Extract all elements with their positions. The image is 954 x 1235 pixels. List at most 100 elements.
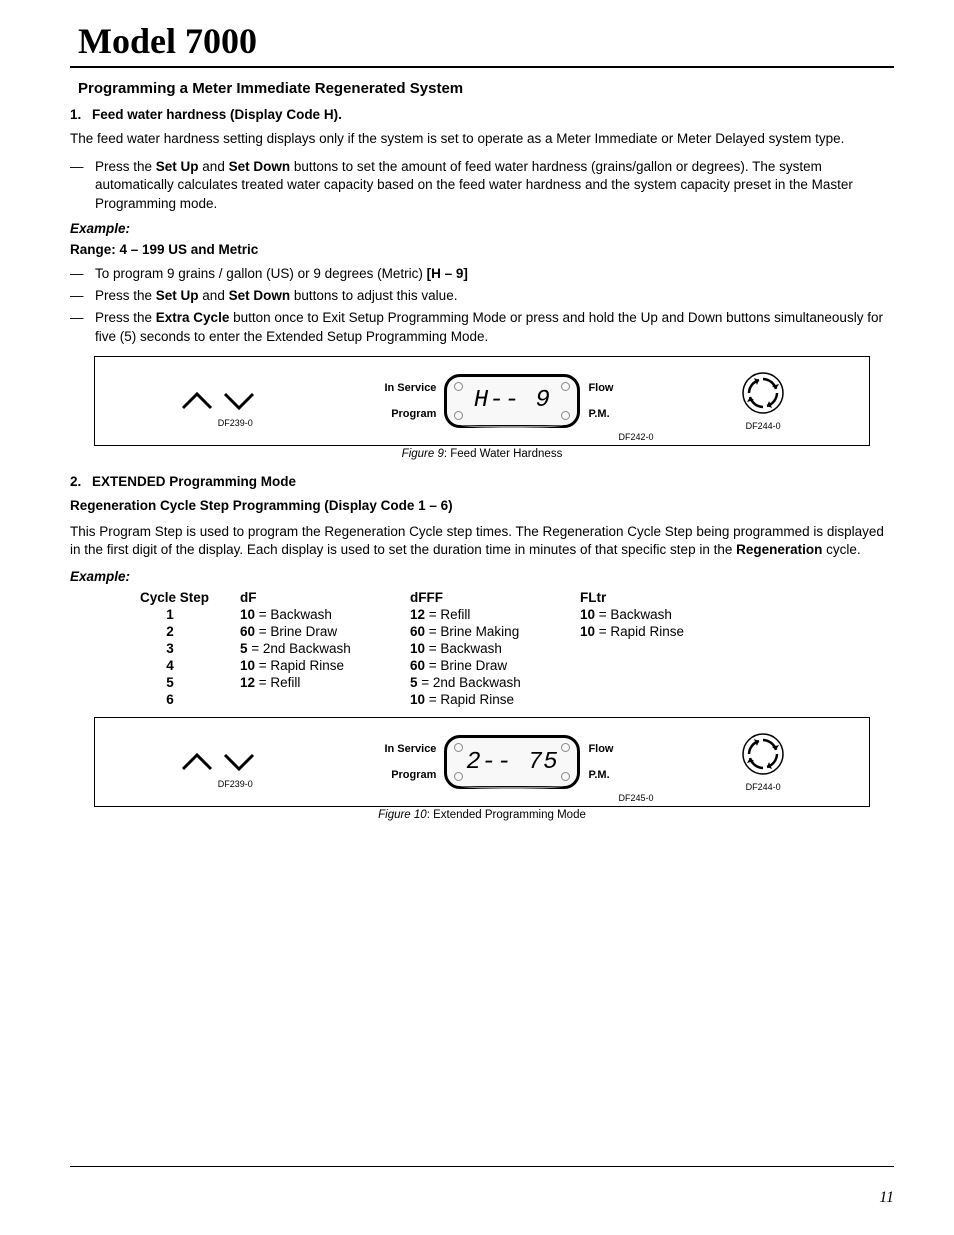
cell-step: 3 [140, 641, 240, 656]
arrow-buttons-group: DF239-0 [179, 386, 257, 416]
step1-dash-4: Press the Extra Cycle button once to Exi… [70, 309, 894, 345]
step1-title: Feed water hardness (Display Code H). [92, 107, 342, 122]
table-row: 260 = Brine Draw60 = Brine Making10 = Ra… [140, 624, 894, 639]
cell-step: 4 [140, 658, 240, 673]
table-row: 512 = Refill5 = 2nd Backwash [140, 675, 894, 690]
down-arrow-icon [221, 386, 257, 416]
cell-fltr [580, 692, 750, 707]
cell-step: 2 [140, 624, 240, 639]
cycle-icon [741, 732, 785, 776]
text: cycle. [822, 542, 860, 557]
step2-heading: 2.EXTENDED Programming Mode [70, 474, 894, 489]
code-label: [H – 9] [427, 266, 468, 281]
text: and [199, 288, 229, 303]
regeneration-label: Regeneration [736, 542, 822, 557]
step1-number: 1. [70, 107, 92, 122]
lcd-dot-icon [561, 772, 570, 781]
lcd-display-group: In Service Program H-- 9 Flow P.M. DF242… [384, 374, 613, 428]
cycle-icon [741, 371, 785, 415]
cell-dfff: 12 = Refill [410, 607, 580, 622]
lcd-frame: 2-- 75 [444, 735, 580, 789]
arrow-ref-label: DF239-0 [218, 779, 253, 789]
col-header-df: dF [240, 590, 410, 605]
col-header-dfff: dFFF [410, 590, 580, 605]
example-label-1: Example: [70, 221, 894, 236]
text: buttons to adjust this value. [290, 288, 457, 303]
cell-df: 12 = Refill [240, 675, 410, 690]
lcd-pm-label: P.M. [588, 769, 613, 781]
cell-step: 1 [140, 607, 240, 622]
page-number: 11 [879, 1189, 894, 1207]
col-header-step: Cycle Step [140, 590, 240, 605]
cell-step: 6 [140, 692, 240, 707]
text: Press the [95, 310, 156, 325]
cycle-ref-label: DF244-0 [746, 421, 781, 431]
down-arrow-icon [221, 747, 257, 777]
table-header-row: Cycle Step dF dFFF FLtr [140, 590, 894, 605]
table-row: 110 = Backwash12 = Refill10 = Backwash [140, 607, 894, 622]
figure-title: Figure 9 [402, 448, 444, 460]
lcd-display-group: In Service Program 2-- 75 Flow P.M. DF24… [384, 735, 613, 789]
lcd-readout: H-- 9 [474, 387, 551, 414]
lcd-pm-label: P.M. [588, 408, 613, 420]
figure-caption-text: : Feed Water Hardness [444, 448, 562, 460]
up-arrow-icon [179, 747, 215, 777]
cell-dfff: 10 = Rapid Rinse [410, 692, 580, 707]
cell-dfff: 5 = 2nd Backwash [410, 675, 580, 690]
title-rule [70, 66, 894, 68]
text: To program 9 grains / gallon (US) or 9 d… [95, 266, 427, 281]
cell-df: 10 = Rapid Rinse [240, 658, 410, 673]
step2-title: EXTENDED Programming Mode [92, 474, 296, 489]
lcd-dot-icon [561, 411, 570, 420]
figure-caption-text: : Extended Programming Mode [427, 809, 586, 821]
lcd-readout: 2-- 75 [466, 749, 558, 776]
lcd-frame: H-- 9 [444, 374, 580, 428]
cell-df: 60 = Brine Draw [240, 624, 410, 639]
cell-dfff: 60 = Brine Draw [410, 658, 580, 673]
lcd-dot-icon [454, 772, 463, 781]
lcd-dot-icon [454, 411, 463, 420]
cell-dfff: 60 = Brine Making [410, 624, 580, 639]
figure-9-caption: Figure 9: Feed Water Hardness [70, 448, 894, 460]
cell-fltr [580, 641, 750, 656]
text: Press the [95, 159, 156, 174]
cell-step: 5 [140, 675, 240, 690]
cell-df: 5 = 2nd Backwash [240, 641, 410, 656]
lcd-shadow [460, 422, 564, 428]
step2-subtitle: Regeneration Cycle Step Programming (Dis… [70, 497, 894, 515]
lcd-program-label: Program [384, 769, 436, 781]
setdown-label: Set Down [229, 159, 291, 174]
cycle-button-group: DF244-0 [741, 371, 785, 431]
table-row: 35 = 2nd Backwash10 = Backwash [140, 641, 894, 656]
step2-number: 2. [70, 474, 92, 489]
up-arrow-icon [179, 386, 215, 416]
text: and [199, 159, 229, 174]
figure-title: Figure 10 [378, 809, 427, 821]
section-heading: Programming a Meter Immediate Regenerate… [78, 80, 894, 97]
lcd-inservice-label: In Service [384, 382, 436, 394]
cell-fltr [580, 675, 750, 690]
table-row: 6 10 = Rapid Rinse [140, 692, 894, 707]
figure-9-box: DF239-0 In Service Program H-- 9 Flow P.… [94, 356, 870, 446]
text: Press the [95, 288, 156, 303]
cell-fltr: 10 = Backwash [580, 607, 750, 622]
arrow-ref-label: DF239-0 [218, 418, 253, 428]
step1-paragraph: The feed water hardness setting displays… [70, 130, 894, 148]
figure-10-box: DF239-0 In Service Program 2-- 75 Flow P… [94, 717, 870, 807]
setdown-label: Set Down [229, 288, 291, 303]
step1-dash-1: Press the Set Up and Set Down buttons to… [70, 158, 894, 213]
cell-df [240, 692, 410, 707]
setup-label: Set Up [156, 159, 199, 174]
step1-dash-3: Press the Set Up and Set Down buttons to… [70, 287, 894, 305]
setup-label: Set Up [156, 288, 199, 303]
lcd-inservice-label: In Service [384, 743, 436, 755]
bottom-rule [70, 1166, 894, 1167]
range-line: Range: 4 – 199 US and Metric [70, 242, 894, 257]
step2-paragraph: This Program Step is used to program the… [70, 523, 894, 559]
arrow-buttons-group: DF239-0 [179, 747, 257, 777]
cell-fltr: 10 = Rapid Rinse [580, 624, 750, 639]
lcd-program-label: Program [384, 408, 436, 420]
cell-df: 10 = Backwash [240, 607, 410, 622]
cycle-button-group: DF244-0 [741, 732, 785, 792]
cycle-step-table: Cycle Step dF dFFF FLtr 110 = Backwash12… [140, 590, 894, 707]
